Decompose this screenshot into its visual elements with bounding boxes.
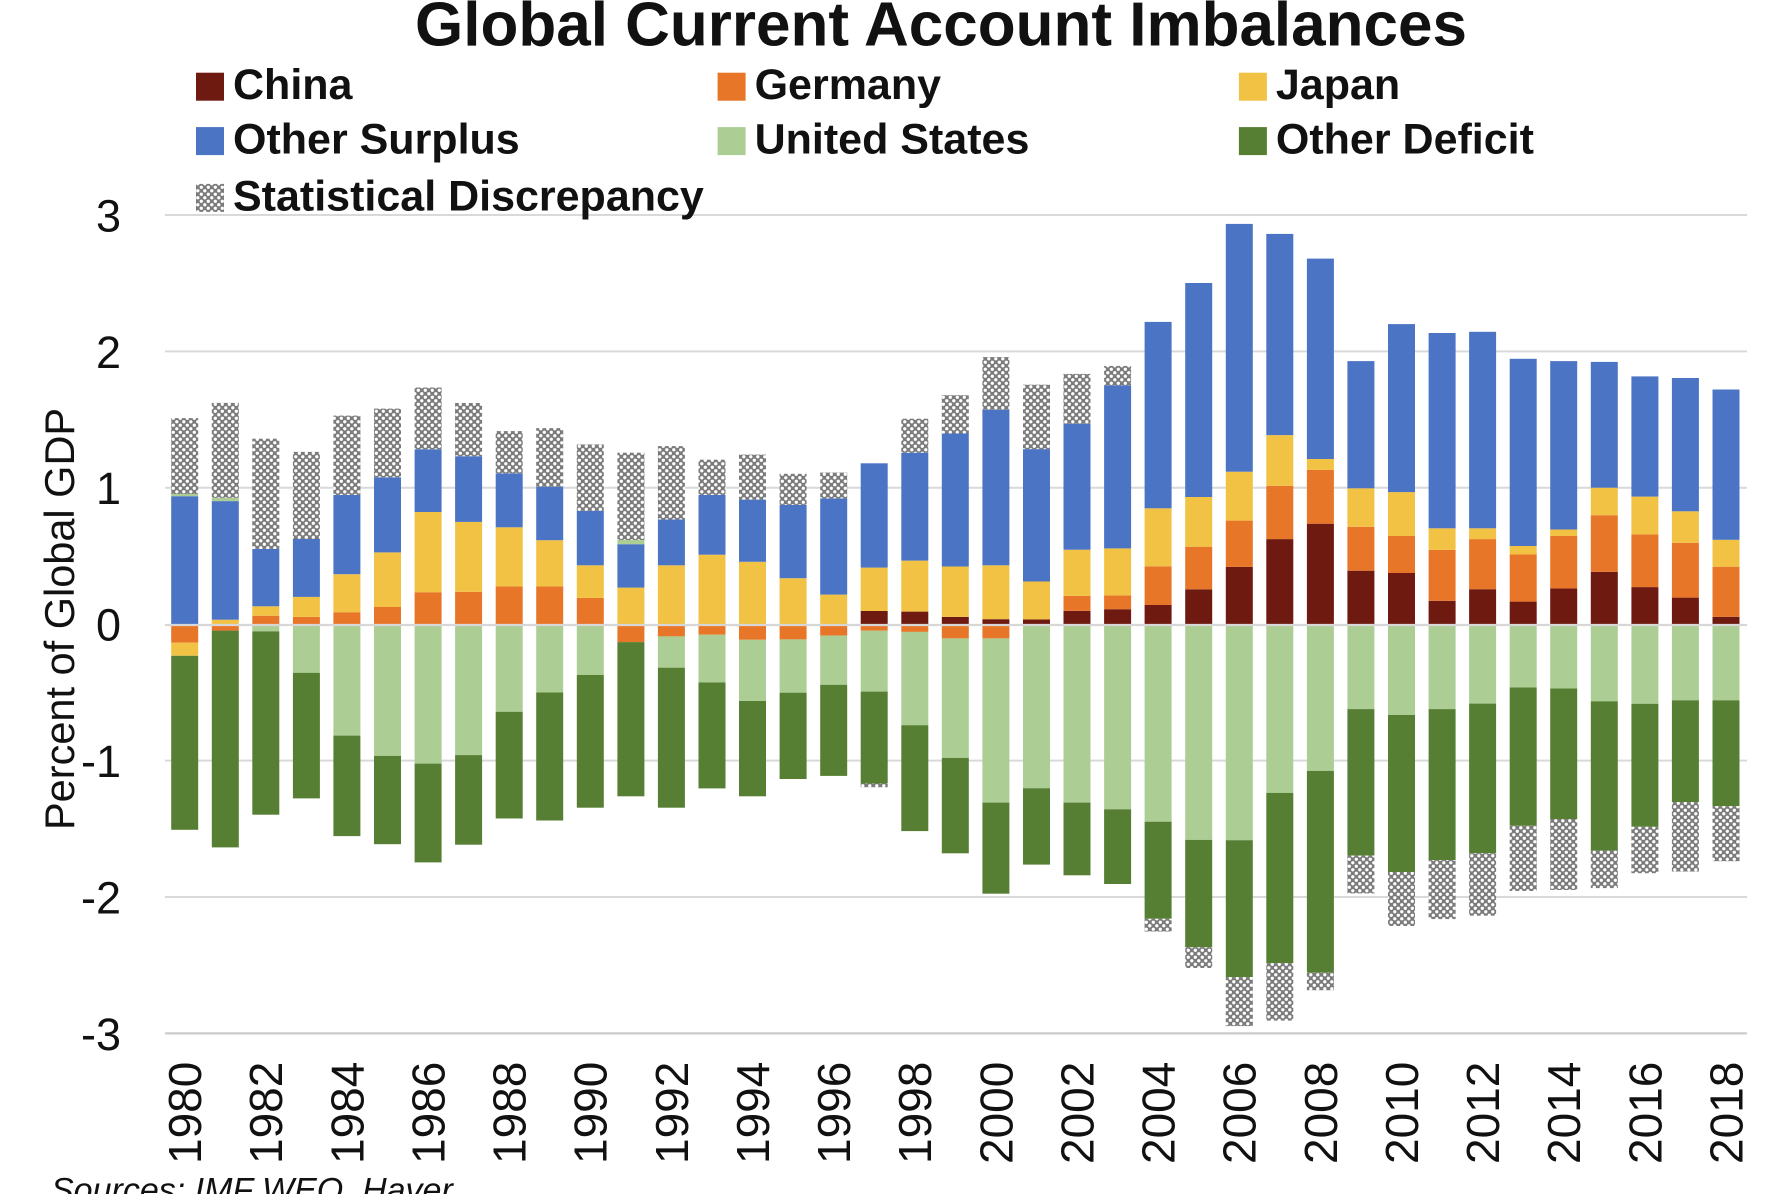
svg-text:1994: 1994	[727, 1062, 779, 1164]
svg-text:Other Deficit: Other Deficit	[1276, 116, 1534, 164]
svg-text:1996: 1996	[808, 1062, 860, 1164]
svg-text:2006: 2006	[1214, 1062, 1266, 1164]
svg-text:Percent of Global GDP: Percent of Global GDP	[36, 408, 83, 830]
svg-text:1990: 1990	[565, 1062, 617, 1164]
svg-text:2: 2	[96, 327, 121, 378]
svg-text:2008: 2008	[1295, 1062, 1347, 1164]
svg-text:2010: 2010	[1376, 1062, 1428, 1164]
svg-text:-3: -3	[81, 1009, 121, 1060]
svg-text:United States: United States	[755, 116, 1030, 164]
svg-text:1988: 1988	[484, 1062, 536, 1164]
svg-text:1998: 1998	[889, 1062, 941, 1164]
svg-text:2014: 2014	[1538, 1062, 1590, 1164]
svg-text:1986: 1986	[403, 1062, 455, 1164]
svg-text:-1: -1	[81, 736, 121, 787]
svg-text:2002: 2002	[1051, 1062, 1103, 1164]
svg-text:2000: 2000	[970, 1062, 1022, 1164]
svg-text:Global Current Account Imbalan: Global Current Account Imbalances	[415, 0, 1467, 60]
svg-text:Germany: Germany	[755, 61, 942, 109]
svg-text:Other Surplus: Other Surplus	[233, 116, 520, 164]
svg-text:0: 0	[96, 600, 121, 651]
svg-text:1982: 1982	[240, 1062, 292, 1164]
svg-text:Japan: Japan	[1276, 61, 1400, 109]
svg-text:1: 1	[96, 463, 121, 514]
svg-text:3: 3	[96, 190, 121, 241]
svg-text:2004: 2004	[1133, 1062, 1185, 1164]
svg-text:2018: 2018	[1700, 1062, 1752, 1164]
svg-text:Statistical Discrepancy: Statistical Discrepancy	[233, 172, 704, 220]
svg-text:2012: 2012	[1457, 1062, 1509, 1164]
svg-text:2016: 2016	[1619, 1062, 1671, 1164]
svg-text:Sources: IMF WEO, Haver: Sources: IMF WEO, Haver	[51, 1172, 454, 1194]
svg-text:1980: 1980	[159, 1062, 211, 1164]
svg-text:1984: 1984	[321, 1062, 373, 1164]
svg-text:1992: 1992	[646, 1062, 698, 1164]
svg-text:China: China	[233, 61, 354, 109]
svg-text:-2: -2	[81, 872, 121, 923]
